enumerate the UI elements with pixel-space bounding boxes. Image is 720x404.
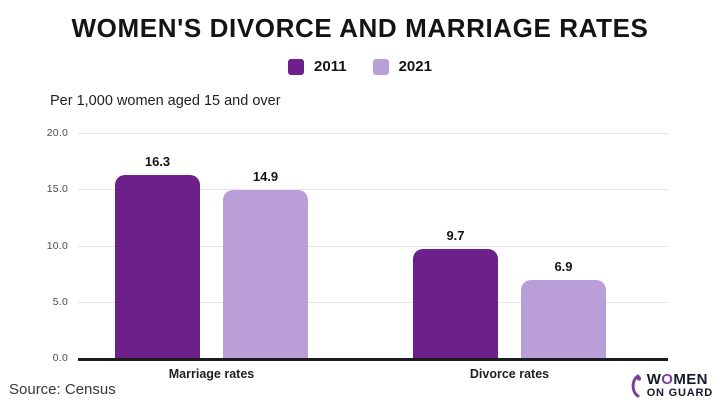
bar-wrap: 16.3: [115, 154, 200, 358]
legend-item-2021: 2021: [372, 58, 432, 75]
logo-line2: ON GUARD: [646, 387, 713, 399]
bar-value-label: 9.7: [446, 227, 465, 243]
gridline: [78, 133, 668, 134]
logo-letter-o: O: [661, 371, 674, 388]
bar-group-divorce-rates: 9.7 6.9 Divorce rates: [413, 228, 606, 381]
bar-2021-marriage-rates: [223, 190, 308, 358]
y-tick-label: 5.0: [52, 295, 68, 308]
x-category-label: Divorce rates: [469, 367, 550, 381]
x-category-label: Marriage rates: [168, 367, 255, 381]
gridline: [78, 189, 668, 191]
logo-text: WOMEN ON GUARD: [647, 372, 713, 399]
y-tick-label: 20.0: [46, 127, 68, 139]
legend-swatch-2021: [372, 58, 389, 75]
bar-wrap: 9.7: [413, 228, 498, 358]
bar-wrap: 6.9: [521, 259, 606, 358]
women-on-guard-logo: WOMEN ON GUARD: [628, 372, 713, 399]
chart-title: WOMEN'S DIVORCE AND MARRIAGE RATES: [71, 13, 649, 43]
legend-swatch-2011: [288, 58, 305, 75]
logo-line1: WOMEN: [646, 371, 708, 388]
gridline: [78, 245, 668, 247]
legend: 2011 2021: [0, 58, 720, 75]
y-axis-ticks: 20.0 15.0 10.0 5.0 0.0: [26, 127, 68, 364]
chart-subtitle: Per 1,000 women aged 15 and over: [50, 93, 281, 109]
legend-label-2011: 2011: [314, 58, 347, 75]
bar-group-marriage-rates: 16.3 14.9 Marriage rates: [115, 154, 308, 381]
y-tick-label: 0.0: [52, 352, 68, 364]
bar-value-label: 16.3: [144, 153, 171, 169]
legend-item-2011: 2011: [288, 58, 347, 75]
bar-wrap: 14.9: [223, 169, 308, 358]
bar-2011-marriage-rates: [115, 174, 200, 358]
y-tick-label: 15.0: [46, 183, 68, 196]
y-tick-label: 10.0: [46, 239, 68, 252]
plot-area: 16.3 14.9 Marriage rates 9.7 6.9 Divorce rate…: [78, 133, 668, 381]
bar-value-label: 6.9: [554, 259, 573, 275]
bar-2011-divorce-rates: [413, 248, 498, 358]
gridline: [78, 301, 668, 303]
legend-label-2021: 2021: [398, 58, 432, 75]
source-note: Source: Census: [9, 381, 116, 398]
bar-value-label: 14.9: [252, 169, 279, 185]
woman-figure-icon: [631, 374, 641, 397]
bar-2021-divorce-rates: [521, 280, 606, 358]
